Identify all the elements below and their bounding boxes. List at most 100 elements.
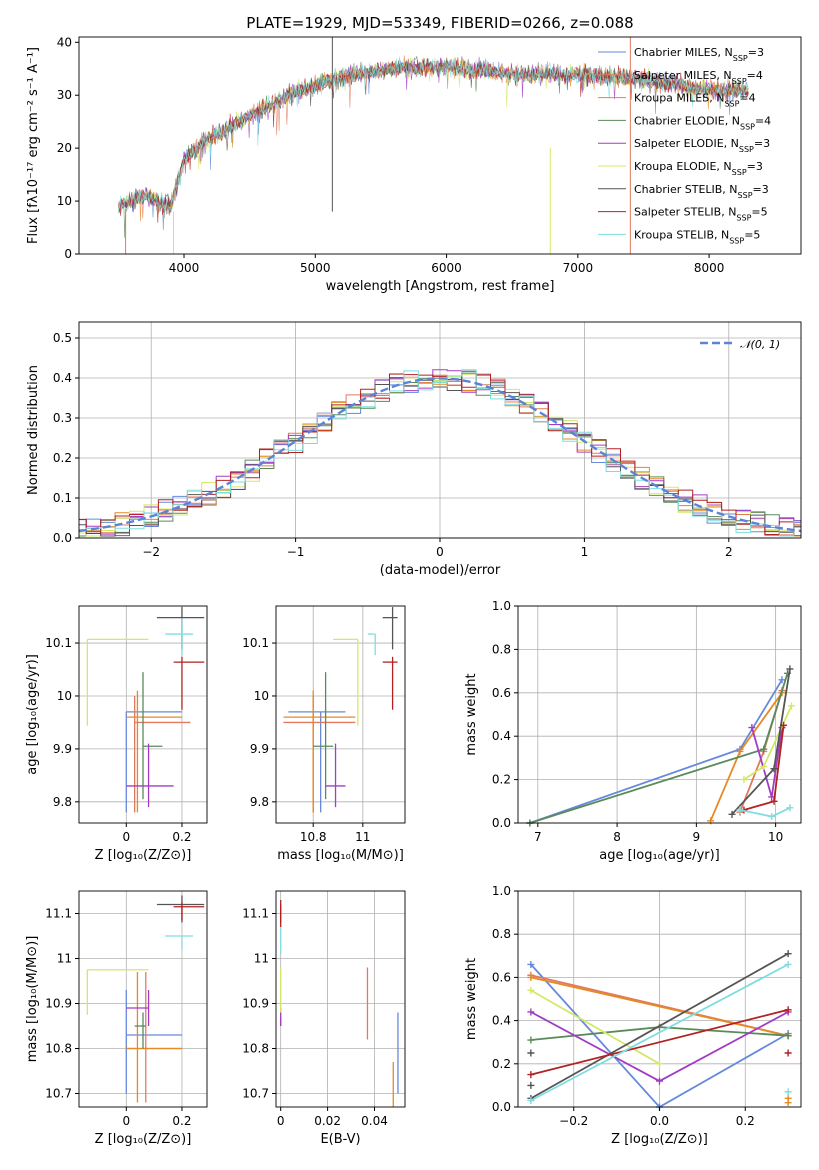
legend-entry: Chabrier ELODIE, NSSP=4 (634, 114, 771, 130)
y-tick-label: 0 (64, 247, 72, 261)
weight-marker (656, 1060, 663, 1068)
y-axis-label: mass weight (464, 673, 479, 755)
x-tick-label: 0.2 (736, 1114, 755, 1128)
spectrum-legend: Chabrier MILES, NSSP=3 Salpeter MILES, NS… (598, 46, 771, 245)
y-axis-label: Flux [fλ10⁻¹⁷ erg cm⁻² s⁻¹ A⁻¹] (26, 47, 41, 244)
mass-weight-vs-metallicity-axes: −0.2 0.0 0.2 0.0 0.2 0.4 0.6 0.8 1.0 Z [log₁₀(Z/Z… (464, 884, 802, 1147)
y-tick-label: 10 (57, 689, 72, 703)
weight-marker (527, 986, 535, 994)
legend-entry: Salpeter STELIB, NSSP=5 (634, 206, 768, 223)
age-vs-mass-axes: 10.8 11 9.8 9.9 10 10.1 mass [log₁₀(M/M⊙)] (242, 605, 406, 863)
y-tick-label: 10.1 (45, 636, 72, 650)
weight-line (530, 989, 660, 1065)
legend-entry: Kroupa ELODIE, NSSP=3 (634, 160, 763, 177)
y-tick-label: 0.6 (492, 970, 511, 984)
mass-vs-extinction-axes: 0 0.02 0.04 10.7 10.8 10.9 11 11.1 E(B-V) (242, 890, 406, 1147)
weight-marker (770, 797, 778, 805)
weight-line (530, 1008, 789, 1076)
y-tick-label: 0.4 (492, 729, 511, 743)
legend-entry: Kroupa MILES, NSSP=4 (634, 92, 756, 109)
weight-line (530, 976, 789, 1037)
weight-marker (527, 1081, 535, 1089)
y-tick-label: 9.8 (250, 795, 269, 809)
y-tick-label: 0.2 (492, 1057, 511, 1071)
x-tick-label: 0.2 (172, 1114, 191, 1128)
legend-entry: Salpeter MILES, NSSP=4 (634, 69, 763, 86)
y-tick-label: 1.0 (492, 599, 511, 613)
weight-marker (784, 950, 792, 958)
y-tick-label: 0.8 (492, 642, 511, 656)
y-tick-label: 10.8 (242, 1042, 269, 1056)
histogram-step (79, 370, 801, 537)
x-axis-label: wavelength [Angstrom, rest frame] (326, 279, 555, 294)
y-tick-label: 0.4 (53, 371, 72, 385)
x-tick-label: 10 (768, 830, 783, 844)
weight-line (743, 705, 793, 781)
weight-marker (784, 1094, 792, 1102)
y-tick-label: 0.1 (53, 491, 72, 505)
y-tick-label: 11 (254, 952, 269, 966)
weight-marker (736, 747, 744, 755)
age-vs-mass-frame (275, 605, 406, 824)
x-tick-label: 8000 (694, 261, 725, 275)
weight-marker (527, 973, 535, 981)
weight-marker (784, 1088, 792, 1096)
spectrum-axes: 4000 5000 6000 7000 8000 0 10 20 30 40 wavelength … (26, 35, 802, 294)
x-tick-label: 1 (581, 545, 589, 559)
weight-marker (527, 1008, 535, 1016)
y-tick-label: 11 (57, 952, 72, 966)
x-tick-label: 0 (277, 1114, 285, 1128)
age-vs-metallicity-axes: 0 0.2 9.8 9.9 10 10.1 Z [log₁₀(Z/Z⊙)] age [log₁… (25, 605, 208, 863)
y-tick-label: 0.0 (492, 1100, 511, 1114)
x-axis-label: mass [log₁₀(M/M⊙)] (277, 848, 404, 863)
x-tick-label: 2 (725, 545, 733, 559)
weight-marker (784, 1049, 792, 1057)
y-tick-label: 0.2 (53, 451, 72, 465)
x-tick-label: 0 (122, 1114, 130, 1128)
weight-marker (527, 1036, 535, 1044)
gaussian-curve (78, 377, 802, 533)
x-axis-label: age [log₁₀(age/yr)] (599, 848, 720, 863)
legend-entry: Salpeter ELODIE, NSSP=3 (634, 137, 770, 154)
y-tick-label: 30 (57, 88, 72, 102)
weight-marker (778, 676, 786, 684)
chart-title: PLATE=1929, MJD=53349, FIBERID=0266, z=0… (246, 14, 633, 32)
weight-marker (527, 1097, 535, 1105)
weight-marker (760, 745, 768, 753)
y-tick-label: 11.1 (242, 907, 269, 921)
x-tick-label: 5000 (300, 261, 331, 275)
y-axis-label: age [log₁₀(age/yr)] (25, 654, 40, 775)
weight-marker (780, 721, 788, 729)
x-tick-label: 8 (613, 830, 621, 844)
y-tick-label: 9.8 (53, 795, 72, 809)
y-tick-label: 0.2 (492, 773, 511, 787)
y-axis-label: mass [log₁₀(M/M⊙)] (25, 936, 40, 1063)
residual-histogram-plot-area (78, 369, 802, 537)
x-tick-label: 11 (355, 830, 370, 844)
weight-marker (527, 960, 535, 968)
x-tick-label: 4000 (169, 261, 200, 275)
legend-entry: Kroupa STELIB, NSSP=5 (634, 228, 760, 245)
weight-marker (784, 960, 792, 968)
y-tick-label: 40 (57, 35, 72, 49)
y-tick-label: 0.5 (53, 331, 72, 345)
y-tick-label: 1.0 (492, 884, 511, 898)
y-tick-label: 0.6 (492, 686, 511, 700)
x-tick-label: 10.8 (300, 830, 327, 844)
gaussian-legend-label: 𝒩(0, 1) (740, 338, 780, 351)
x-tick-label: −1 (287, 545, 305, 559)
weight-marker (784, 1032, 792, 1040)
spectrum-plot-area (118, 37, 749, 254)
y-tick-label: 0.0 (492, 816, 511, 830)
y-tick-label: 10.9 (45, 997, 72, 1011)
y-tick-label: 9.9 (53, 742, 72, 756)
y-tick-label: 20 (57, 141, 72, 155)
x-axis-label: E(B-V) (320, 1132, 360, 1147)
histogram-step (79, 373, 801, 537)
weight-marker (656, 1077, 663, 1085)
weight-marker (770, 765, 778, 773)
spectrum-line (118, 56, 749, 214)
mass-weight-vs-age-frame (517, 605, 802, 824)
y-tick-label: 0.0 (53, 531, 72, 545)
